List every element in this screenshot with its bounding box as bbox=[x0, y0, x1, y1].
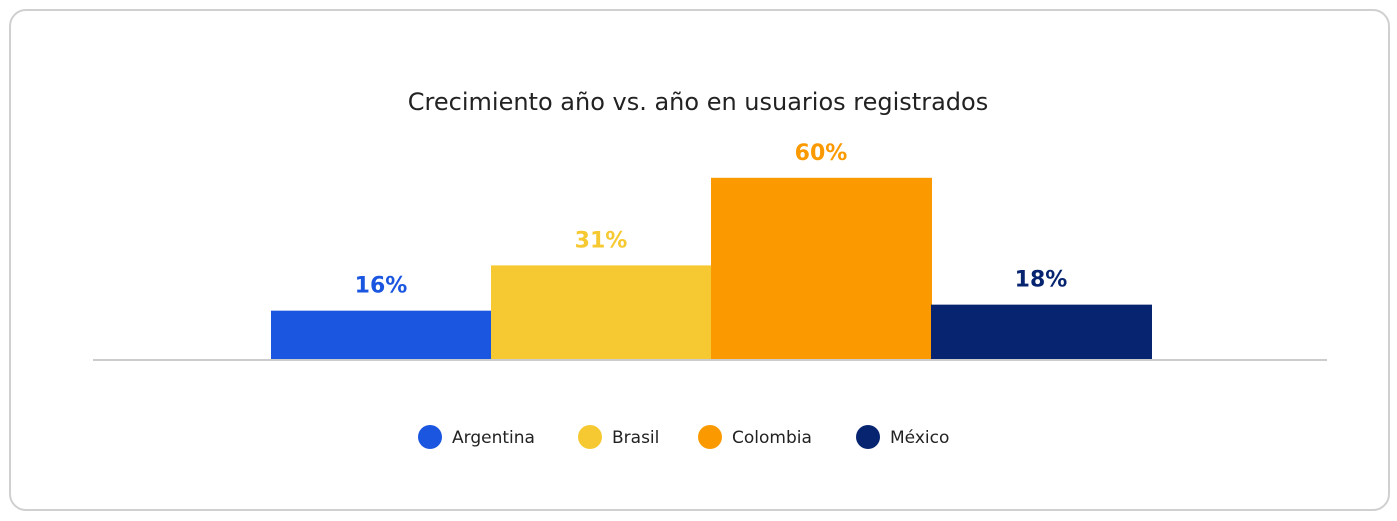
data-label: 18% bbox=[1015, 268, 1068, 293]
bar bbox=[491, 265, 712, 359]
chart-title: Crecimiento año vs. año en usuarios regi… bbox=[408, 88, 988, 116]
legend-label: Argentina bbox=[452, 428, 535, 448]
legend-label: México bbox=[890, 428, 949, 448]
data-label: 16% bbox=[355, 274, 408, 299]
bar bbox=[711, 177, 932, 359]
legend-swatch bbox=[578, 425, 602, 449]
legend-label: Colombia bbox=[732, 428, 812, 448]
bar bbox=[931, 304, 1152, 359]
legend-label: Brasil bbox=[612, 428, 659, 448]
legend-swatch bbox=[698, 425, 722, 449]
data-label: 60% bbox=[795, 141, 848, 166]
legend-swatch bbox=[856, 425, 880, 449]
bar bbox=[271, 310, 492, 359]
legend-swatch bbox=[418, 425, 442, 449]
card bbox=[9, 9, 1390, 511]
data-label: 31% bbox=[575, 228, 628, 253]
